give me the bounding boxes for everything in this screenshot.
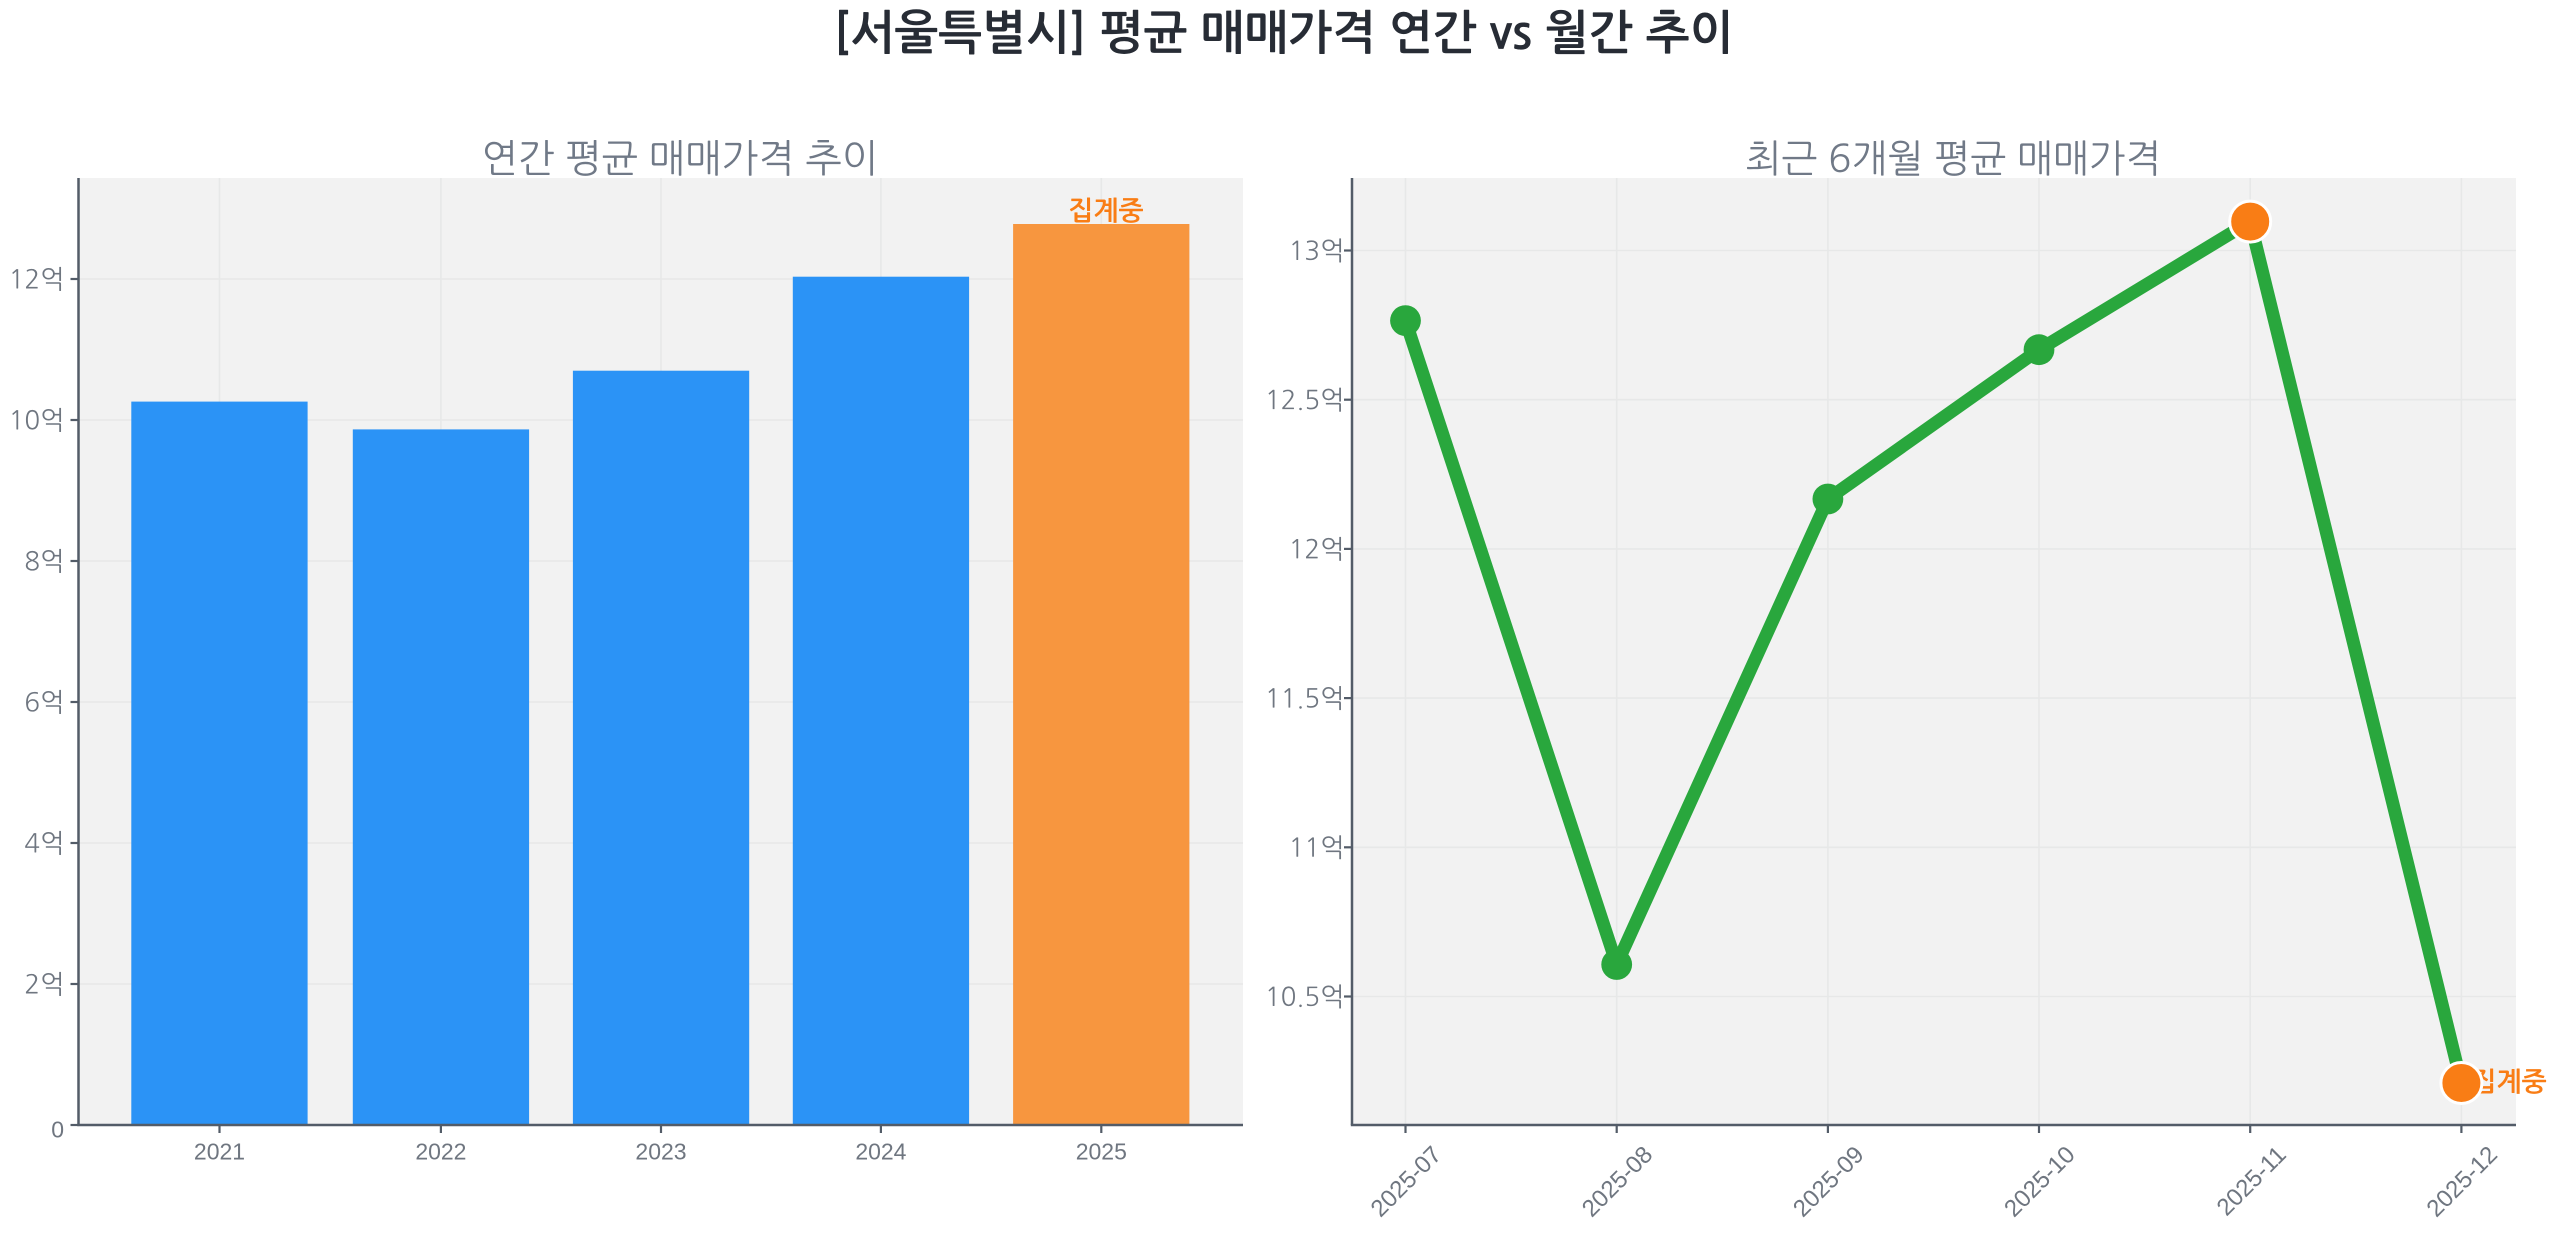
svg-text:2025: 2025 (1076, 1139, 1127, 1165)
svg-text:2021: 2021 (194, 1139, 245, 1165)
svg-text:2023: 2023 (635, 1139, 686, 1165)
svg-text:2022: 2022 (415, 1139, 466, 1165)
svg-text:0: 0 (51, 1116, 64, 1142)
svg-text:2024: 2024 (855, 1139, 906, 1165)
